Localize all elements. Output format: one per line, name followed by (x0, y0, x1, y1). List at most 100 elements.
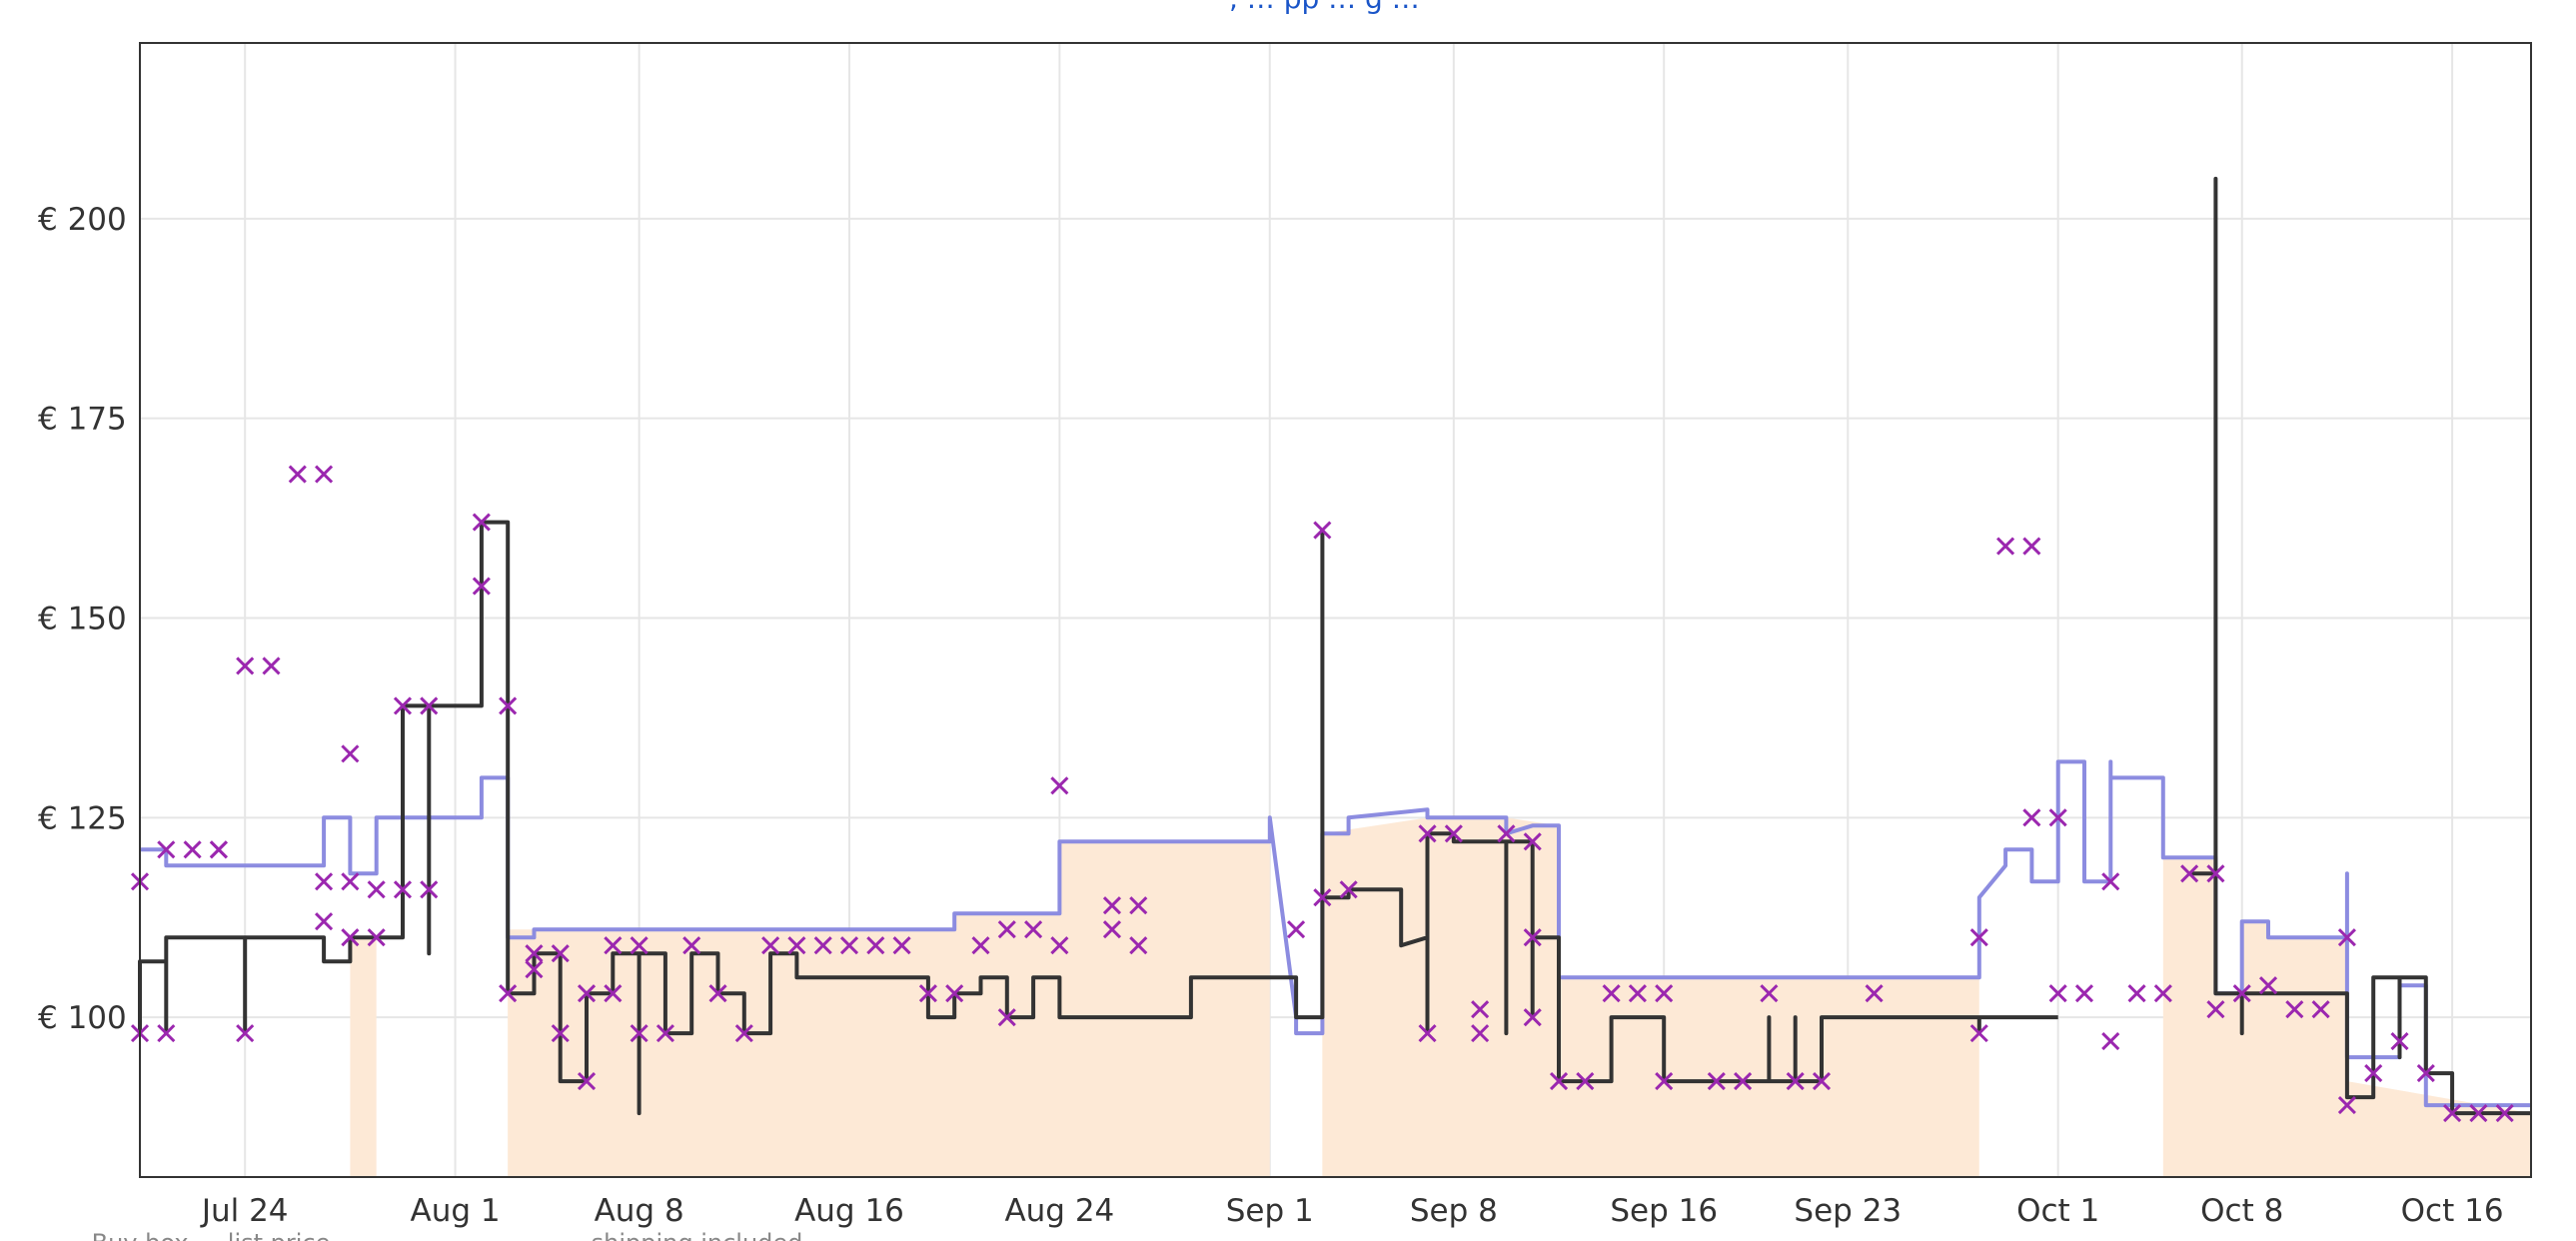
deal-marker (420, 880, 439, 899)
deal-marker (2337, 1096, 2356, 1115)
deal-marker (420, 696, 439, 715)
deal-marker (1996, 537, 2015, 556)
deal-marker (1523, 928, 1542, 947)
deal-marker (551, 944, 570, 963)
deal-marker (971, 936, 990, 955)
deal-marker (892, 936, 911, 955)
deal-marker (1707, 1072, 1726, 1091)
deal-marker (1129, 936, 1148, 955)
x-tick-label: Oct 8 (2200, 1193, 2283, 1229)
deal-marker (1102, 896, 1122, 915)
deal-marker (1471, 1000, 1490, 1019)
deal-marker (2337, 928, 2356, 947)
deal-marker (1313, 888, 1332, 907)
x-tick-label: Aug 24 (1004, 1193, 1114, 1229)
deal-marker (839, 936, 859, 955)
legend: … Buy box … list price … … shipping incl… (60, 1229, 834, 1241)
deal-marker (2206, 864, 2225, 883)
deal-marker (577, 1072, 597, 1091)
deal-marker (604, 936, 623, 955)
deal-marker (1523, 1008, 1542, 1027)
y-tick-label: € 125 (38, 800, 127, 836)
deal-marker (2048, 984, 2067, 1003)
y-tick-label: € 200 (38, 202, 127, 238)
deal-marker (1024, 920, 1043, 939)
deal-marker (604, 984, 623, 1003)
deal-marker (734, 1024, 753, 1043)
deal-marker (525, 944, 544, 963)
x-tick-label: Aug 1 (411, 1193, 501, 1229)
y-tick-label: € 150 (38, 601, 127, 636)
y-tick-label: € 100 (38, 1000, 127, 1036)
deal-marker (367, 928, 386, 947)
deal-marker (1444, 824, 1463, 843)
deal-marker (1865, 984, 1884, 1003)
x-tick-label: Sep 23 (1794, 1193, 1902, 1229)
deal-marker (499, 984, 518, 1003)
deal-marker (315, 465, 334, 484)
x-tick-label: Sep 1 (1226, 1193, 1314, 1229)
x-tick-label: Aug 8 (595, 1193, 684, 1229)
deal-marker (157, 1024, 176, 1043)
deal-marker (1497, 824, 1516, 843)
deal-marker (1760, 984, 1779, 1003)
deal-marker (708, 984, 727, 1003)
deal-marker (2495, 1103, 2514, 1123)
deal-marker (1602, 984, 1621, 1003)
deal-marker (1050, 776, 1069, 795)
deal-marker (2101, 872, 2120, 891)
deal-marker (393, 880, 413, 899)
deal-marker (315, 912, 334, 931)
amazon-area-1 (350, 937, 377, 1177)
deal-marker (2390, 1032, 2409, 1051)
deal-marker (315, 872, 334, 891)
deal-marker (1313, 521, 1332, 540)
deal-marker (2285, 1000, 2304, 1019)
deal-marker (525, 960, 544, 979)
deal-marker (2469, 1103, 2488, 1123)
deal-marker (551, 1024, 570, 1043)
x-tick-label: Aug 16 (794, 1193, 904, 1229)
deal-marker (997, 920, 1016, 939)
deal-marker (1655, 984, 1674, 1003)
deal-marker (472, 577, 491, 596)
deal-marker (2443, 1103, 2462, 1123)
deal-marker (1655, 1072, 1674, 1091)
deal-marker (2101, 1032, 2120, 1051)
deal-marker (918, 984, 937, 1003)
deal-marker (2364, 1064, 2383, 1083)
amazon-area-2 (508, 825, 1270, 1177)
deal-marker (341, 872, 360, 891)
x-tick-label: Jul 24 (200, 1193, 289, 1229)
deal-marker (262, 656, 281, 675)
deal-marker (787, 936, 806, 955)
legend-item-shipping: … shipping included … (560, 1229, 834, 1241)
y-axis-ticks: € 200 € 175 € 150 € 125 € 100 (38, 202, 127, 1036)
deal-marker (157, 840, 176, 859)
deal-marker (2311, 1000, 2330, 1019)
deal-marker (341, 744, 360, 763)
deal-marker (1969, 928, 1988, 947)
deal-marker (1418, 824, 1437, 843)
x-tick-label: Sep 16 (1610, 1193, 1718, 1229)
x-tick-label: Oct 16 (2401, 1193, 2504, 1229)
deal-marker (209, 840, 228, 859)
deal-marker (2048, 808, 2067, 827)
deal-marker (2416, 1064, 2435, 1083)
deal-marker (1628, 984, 1647, 1003)
deal-marker (1576, 1072, 1595, 1091)
deal-marker (236, 656, 255, 675)
deal-marker (1129, 896, 1148, 915)
deal-marker (1471, 1024, 1490, 1043)
deal-marker (761, 936, 780, 955)
top-partial-text: , … pp … g … (1229, 0, 1420, 15)
deal-marker (813, 936, 832, 955)
deal-marker (236, 1024, 255, 1043)
deal-marker (2258, 976, 2278, 995)
deal-marker (945, 984, 964, 1003)
legend-item-buybox: … Buy box … list price … (60, 1229, 362, 1241)
deal-marker (1102, 920, 1122, 939)
deal-marker (1969, 1024, 1988, 1043)
deal-marker (655, 1024, 674, 1043)
